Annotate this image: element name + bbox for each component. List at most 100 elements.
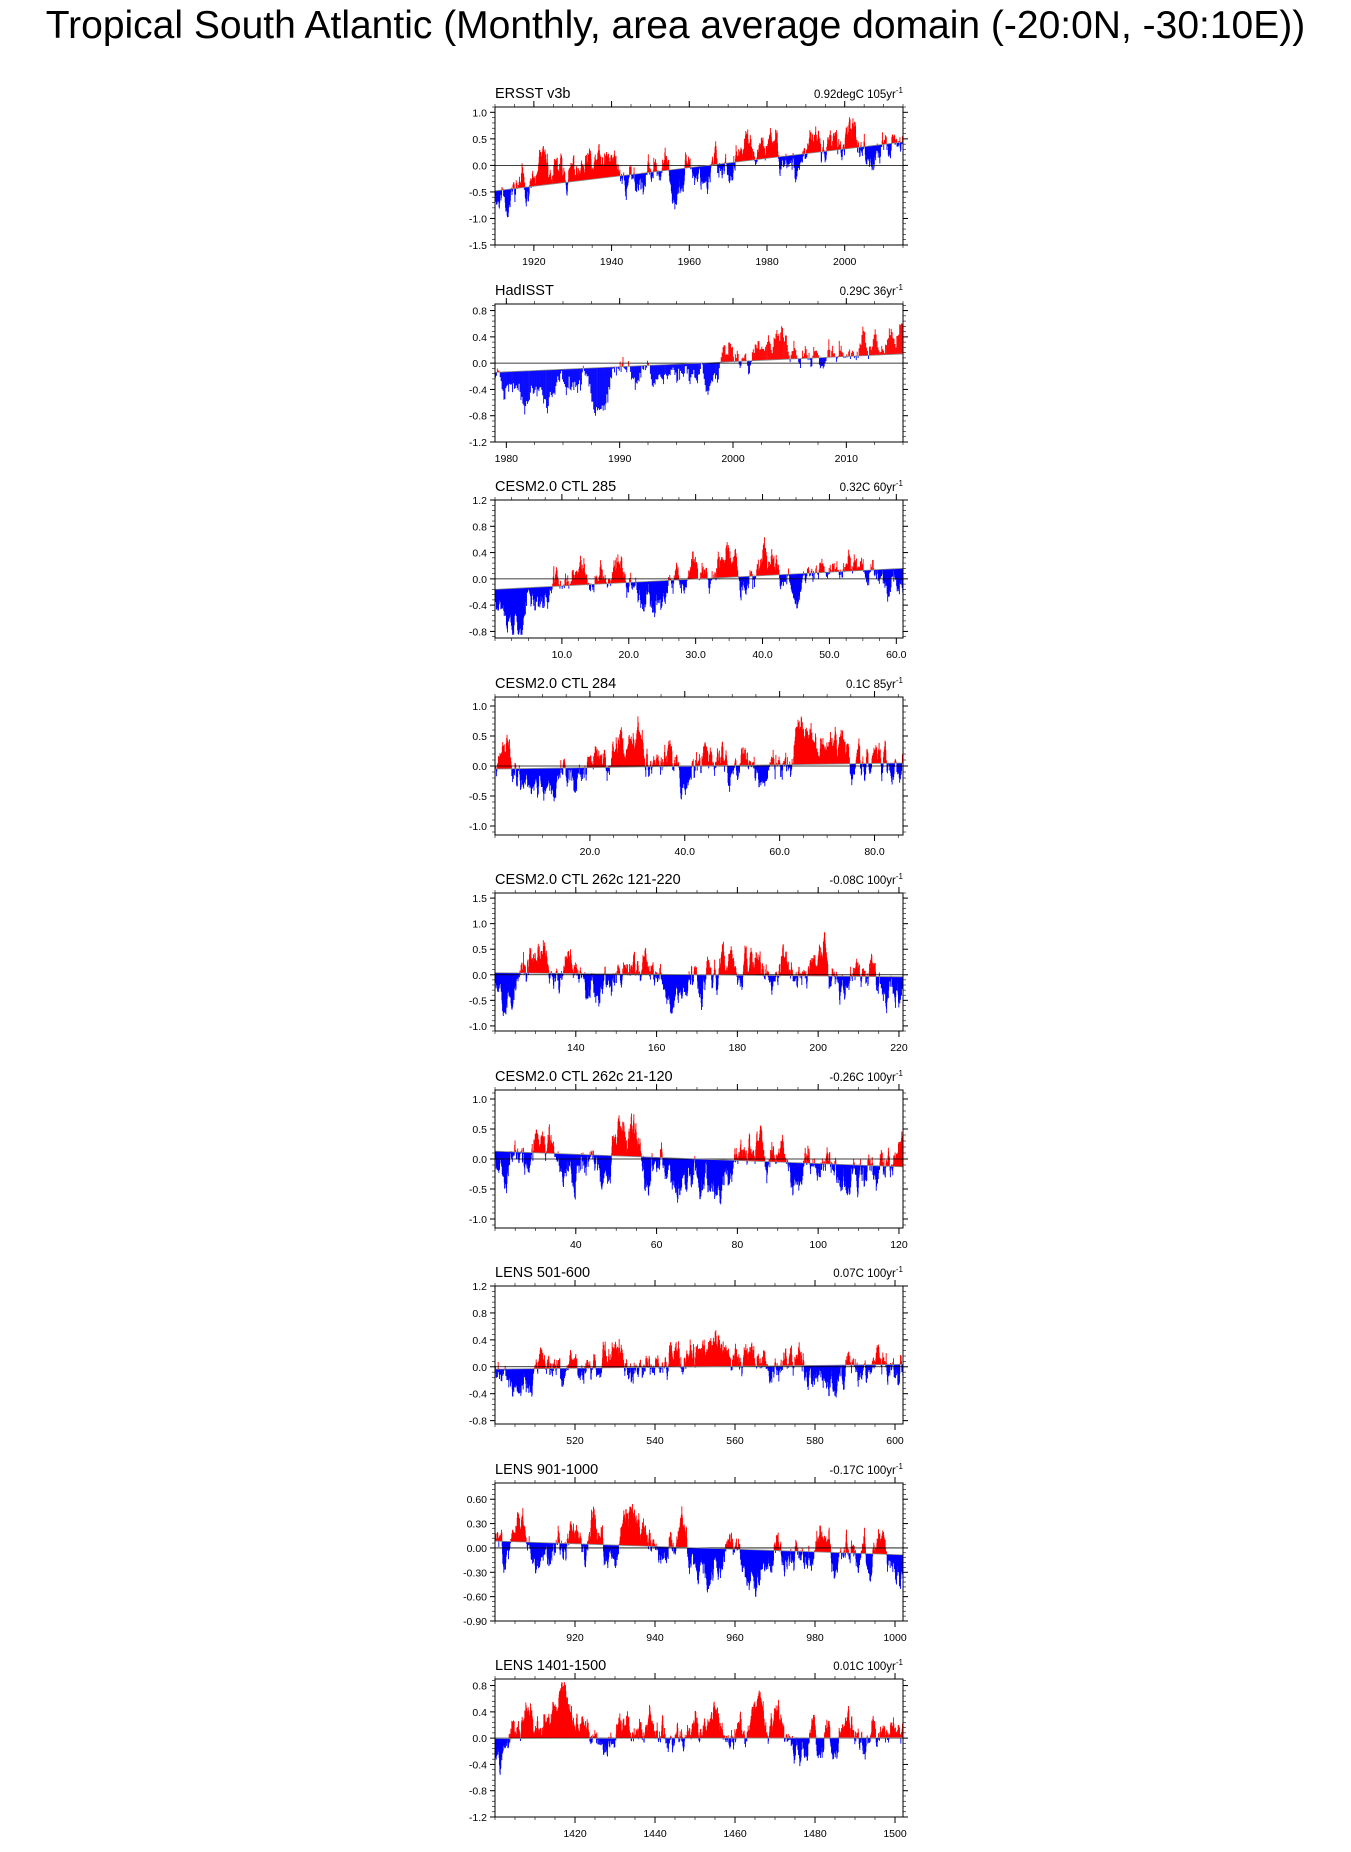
y-tick-label: -1.0 (469, 1214, 487, 1226)
trend-line (494, 141, 904, 192)
x-tick-label: 1460 (723, 1828, 747, 1840)
y-tick-label: 0.8 (472, 1681, 487, 1693)
negative-anomaly-bars (494, 1364, 904, 1398)
y-tick-label: -0.8 (469, 411, 487, 423)
trend-line (494, 972, 904, 978)
anomaly-bars (494, 1330, 904, 1398)
trend-annotation: -0.08C 100yr-1 (829, 872, 903, 887)
x-tick-label: 960 (726, 1632, 744, 1644)
y-tick-label: -0.5 (469, 995, 487, 1007)
chart-panel-5: -1.0 -0.5 0.0 0.5 1.0 1.5 140 160 180 200 220 CESM2… (469, 872, 908, 1054)
y-tick-label: 1.0 (472, 919, 487, 931)
y-tick-label: -0.8 (469, 1786, 487, 1798)
chart-title: CESM2.0 CTL 284 (495, 676, 616, 692)
y-tick-label: 0.30 (467, 1519, 488, 1531)
y-tick-label: 1.2 (472, 495, 487, 507)
anomaly-bars (494, 1682, 904, 1775)
chart-panel-6: -1.0 -0.5 0.0 0.5 1.0 40 60 80 100 120 CESM2.0 CTL… (469, 1069, 908, 1251)
chart-title: CESM2.0 CTL 285 (495, 479, 616, 495)
trend-line (494, 1540, 904, 1556)
y-tick-label: 0.5 (472, 731, 487, 743)
x-tick-label: 980 (806, 1632, 824, 1644)
plot-frame (494, 1482, 904, 1622)
y-tick-label: 0.0 (472, 358, 487, 370)
y-tick-label: 0.0 (472, 1154, 487, 1166)
x-tick-label: 20.0 (580, 846, 601, 858)
trend-annotation: 0.92degC 105yr-1 (814, 86, 904, 101)
trend-annotation: -0.26C 100yr-1 (829, 1069, 903, 1084)
x-tick-label: 1980 (495, 453, 519, 465)
y-tick-label: -0.4 (469, 384, 487, 396)
anomaly-bars (494, 1503, 904, 1597)
trend-annotation: 0.01C 100yr-1 (833, 1658, 903, 1673)
negative-anomaly-bars (495, 355, 869, 416)
y-tick-label: 0.8 (472, 1308, 487, 1320)
anomaly-bars (494, 716, 904, 802)
y-tick-label: -1.0 (469, 1021, 487, 1033)
y-tick-label: -1.2 (469, 1812, 487, 1824)
y-tick-label: 0.60 (467, 1494, 488, 1506)
y-tick-label: -0.4 (469, 1759, 487, 1771)
x-tick-label: 600 (886, 1435, 904, 1447)
positive-anomaly-bars (501, 117, 904, 191)
positive-anomaly-bars (506, 1682, 904, 1739)
x-tick-label: 1480 (803, 1828, 827, 1840)
y-tick-label: 0.5 (472, 944, 487, 956)
y-tick-label: -1.0 (469, 821, 487, 833)
x-tick-label: 560 (726, 1435, 744, 1447)
x-tick-label: 160 (648, 1042, 666, 1054)
trend-annotation: 0.32C 60yr-1 (840, 479, 904, 494)
plot-frame (494, 303, 904, 443)
y-tick-label: 0.4 (472, 1707, 487, 1719)
x-tick-label: 80.0 (864, 846, 885, 858)
trend-line (494, 1150, 904, 1168)
y-tick-label: 1.2 (472, 1281, 487, 1293)
x-tick-label: 540 (646, 1435, 664, 1447)
y-tick-label: 0.4 (472, 332, 487, 344)
y-tick-label: -0.8 (469, 1416, 487, 1428)
chart-panel-1: -1.5 -1.0 -0.5 0.0 0.5 1.0 1920 1940 1960 1980 200… (469, 86, 908, 268)
x-tick-label: 10.0 (552, 649, 573, 661)
positive-anomaly-bars (519, 932, 892, 977)
anomaly-bars (494, 117, 904, 218)
x-tick-label: 50.0 (819, 649, 840, 661)
y-tick-label: 1.0 (472, 701, 487, 713)
negative-anomaly-bars (495, 763, 903, 802)
chart-panel-2: -1.2 -0.8 -0.4 0.0 0.4 0.8 1980 1990 2000 2010 Had… (469, 283, 908, 465)
x-tick-label: 1420 (563, 1828, 587, 1840)
x-tick-label: 580 (806, 1435, 824, 1447)
y-tick-label: 0.0 (472, 970, 487, 982)
x-tick-label: 1920 (522, 256, 546, 268)
x-tick-label: 60 (651, 1239, 663, 1251)
y-tick-label: 0.0 (472, 160, 487, 172)
y-tick-label: 0.0 (472, 1362, 487, 1374)
y-tick-label: 0.4 (472, 548, 487, 560)
trend-line (494, 1364, 904, 1370)
chart-panel-3: -0.8 -0.4 0.0 0.4 0.8 1.2 10.0 20.0 30.0 40.0 50.0… (469, 479, 908, 661)
x-tick-label: 1440 (643, 1828, 667, 1840)
y-tick-label: 0.5 (472, 1124, 487, 1136)
trend-line (494, 1737, 904, 1739)
y-tick-label: 0.0 (472, 574, 487, 586)
x-tick-label: 1960 (678, 256, 702, 268)
x-tick-label: 40.0 (752, 649, 773, 661)
x-tick-label: 180 (729, 1042, 747, 1054)
trend-line (494, 567, 904, 590)
x-tick-label: 1980 (755, 256, 779, 268)
y-tick-label: -0.30 (463, 1567, 487, 1579)
y-tick-label: 0.00 (467, 1543, 488, 1555)
x-tick-label: 80 (732, 1239, 744, 1251)
y-tick-label: 1.0 (472, 1094, 487, 1106)
y-tick-label: 1.5 (472, 893, 487, 905)
y-tick-label: 1.0 (472, 107, 487, 119)
trend-line (494, 762, 904, 770)
chart-panel-9: -1.2 -0.8 -0.4 0.0 0.4 0.8 1420 1440 1460 1480 150… (469, 1658, 908, 1840)
x-tick-label: 1500 (883, 1828, 907, 1840)
page-title: Tropical South Atlantic (Monthly, area a… (45, 4, 1306, 47)
y-tick-label: 0.5 (472, 134, 487, 146)
x-tick-label: 60.0 (886, 649, 907, 661)
positive-anomaly-bars (495, 1330, 902, 1370)
negative-anomaly-bars (494, 1737, 902, 1775)
y-tick-label: -1.0 (469, 213, 487, 225)
trend-line (494, 353, 904, 373)
